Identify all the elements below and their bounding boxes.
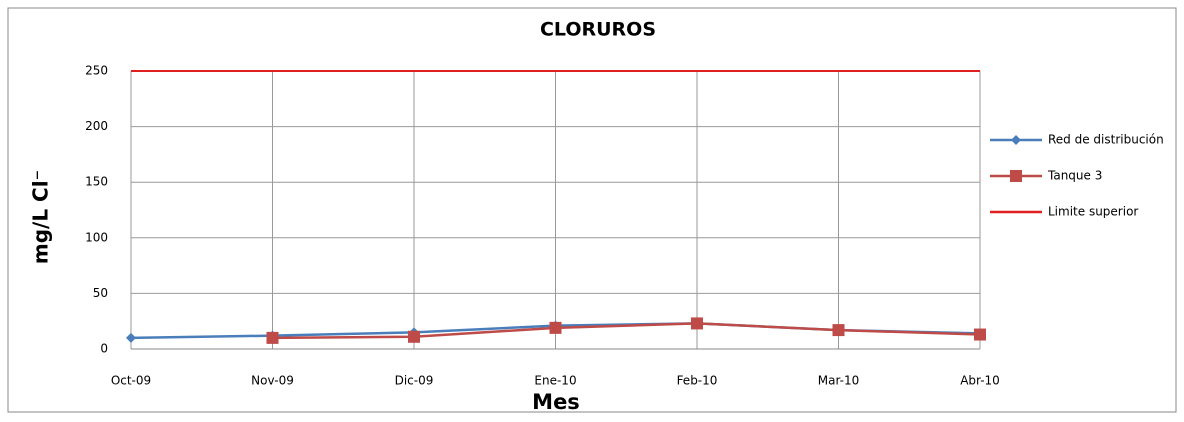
x-tick-label: Ene-10 (534, 374, 576, 388)
series-line (272, 322, 981, 340)
marker (832, 324, 845, 337)
x-tick-label: Abr-10 (960, 374, 1000, 388)
marker (408, 330, 420, 343)
marker (1010, 170, 1022, 182)
y-tick-label: 250 (85, 64, 108, 78)
y-tick-label: 200 (85, 119, 108, 133)
marker (1011, 135, 1021, 145)
x-tick-label: Feb-10 (677, 374, 718, 388)
legend-label: Limite superior (1048, 205, 1138, 219)
legend-label: Tanque 3 (1047, 169, 1102, 183)
marker (549, 321, 562, 334)
chart-title: CLORUROS (540, 19, 656, 41)
marker (974, 328, 986, 341)
y-tick-label: 0 (100, 342, 108, 356)
legend-label: Red de distribución (1048, 133, 1164, 147)
x-tick-label: Mar-10 (818, 374, 859, 388)
x-tick-label: Dic-09 (395, 374, 434, 388)
x-tick-label: Oct-09 (111, 374, 151, 388)
y-tick-label: 150 (85, 175, 108, 189)
chart-border (7, 7, 1177, 413)
marker (126, 332, 136, 343)
y-axis-label: mg/L Cl⁻ (29, 170, 53, 264)
x-tick-label: Nov-09 (251, 374, 294, 388)
marker (691, 317, 703, 330)
y-tick-label: 100 (85, 230, 108, 244)
marker (266, 331, 279, 344)
x-axis-label: Mes (532, 390, 580, 414)
y-tick-label: 50 (93, 286, 108, 300)
